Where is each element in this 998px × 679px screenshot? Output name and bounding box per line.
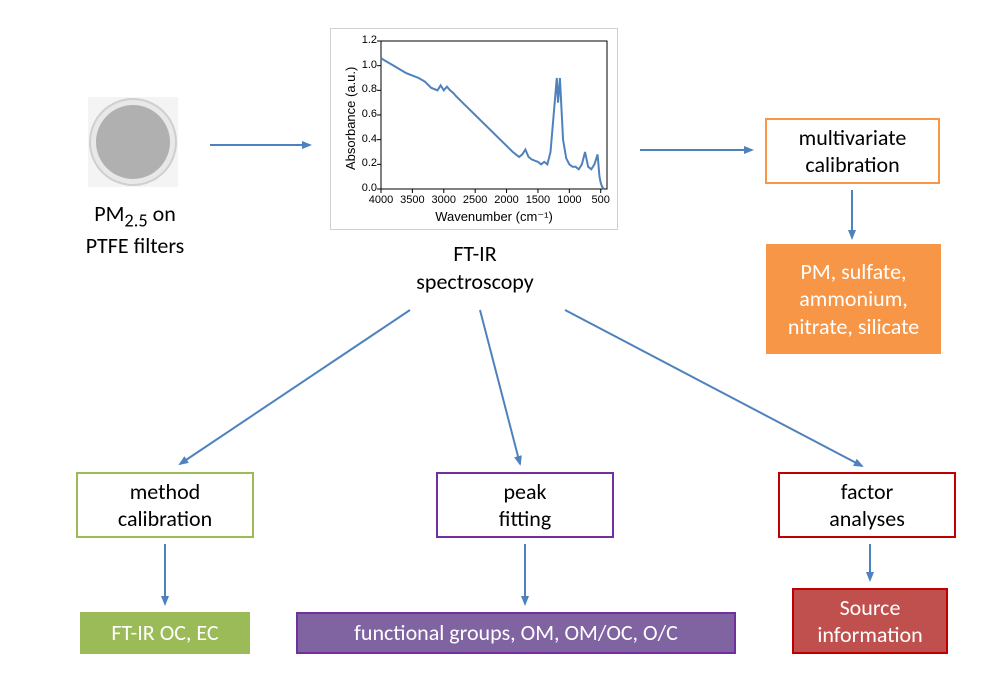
arrow-chart-to-peak [480,310,520,464]
chart-ytick-label: 0.0 [351,182,377,194]
peak-fitting-box: peakfitting [436,472,614,538]
factor-analyses-text: factoranalyses [829,478,905,533]
peak-fitting-text: peakfitting [499,478,551,533]
method-calibration-box: methodcalibration [76,472,254,538]
source-information-output-text: Source information [800,594,940,649]
factor-analyses-box: factoranalyses [778,472,956,538]
multivariate-output-text: PM, sulfate, ammonium, nitrate, silicate [774,258,933,341]
arrow-chart-to-method [180,310,410,464]
functional-groups-output-box: functional groups, OM, OM/OC, O/C [296,612,736,654]
chart-ytick-label: 1.2 [351,34,377,46]
multivariate-calibration-box: multivariatecalibration [765,118,940,184]
pm25-filter-label: PM2.5 onPTFE filters [70,200,200,260]
method-calibration-text: methodcalibration [118,478,212,533]
chart-xtick-label: 500 [583,194,619,206]
multivariate-output-box: PM, sulfate, ammonium, nitrate, silicate [766,244,941,354]
ftir-spectroscopy-label: FT-IRspectroscopy [390,240,560,295]
ocec-output-text: FT-IR OC, EC [111,619,218,647]
chart-ylabel: Absorbance (a.u.) [343,67,358,170]
multivariate-calibration-text: multivariatecalibration [799,124,907,179]
ftir-spectrum-chart: 40003500300025002000150010005000.00.20.4… [330,28,618,230]
chart-xlabel: Wavenumber (cm⁻¹) [424,209,564,225]
ocec-output-box: FT-IR OC, EC [80,612,250,654]
pm25-filter-image [88,97,178,187]
functional-groups-output-text: functional groups, OM, OM/OC, O/C [354,619,678,647]
source-information-output-box: Source information [792,588,948,654]
